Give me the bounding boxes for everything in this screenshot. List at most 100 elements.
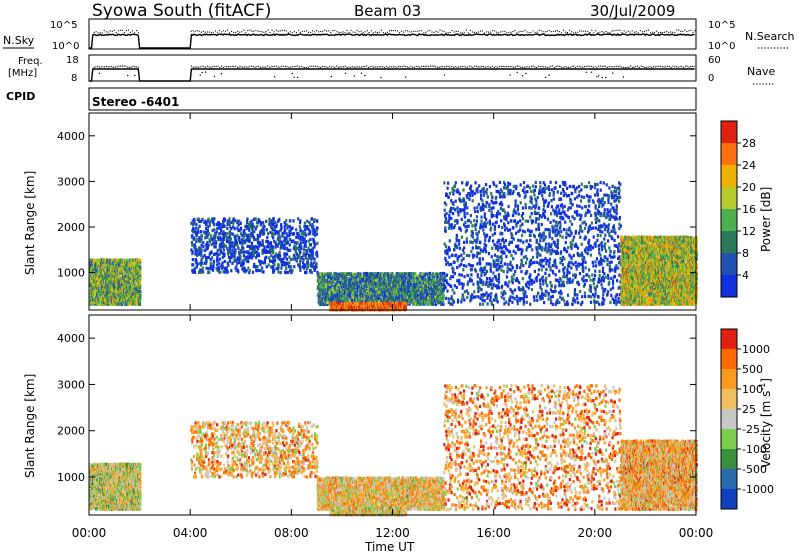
nsearch-point — [115, 31, 117, 34]
range-cell — [253, 225, 256, 229]
nsearch-point — [368, 31, 370, 34]
range-cell — [252, 252, 255, 256]
nave-point — [210, 66, 212, 68]
range-cell — [217, 221, 220, 225]
nave-point — [474, 65, 476, 67]
range-cell — [299, 228, 302, 232]
range-cell — [110, 277, 113, 281]
range-cell — [211, 238, 214, 242]
nave-point — [546, 66, 548, 68]
range-cell — [204, 261, 208, 265]
range-cell — [292, 232, 296, 236]
range-cell — [221, 265, 224, 269]
nsearch-point — [451, 29, 453, 32]
nsearch-point — [682, 30, 684, 33]
range-cell — [210, 267, 213, 271]
range-cell — [217, 223, 221, 227]
range-cell — [240, 238, 244, 242]
nsearch-point — [477, 31, 480, 33]
nave-point — [105, 65, 108, 67]
nave-point — [127, 66, 129, 68]
range-cell — [205, 230, 208, 234]
range-cell — [95, 300, 98, 304]
nsearch-point — [672, 31, 674, 33]
range-cell — [213, 223, 216, 227]
nsearch-point — [204, 31, 206, 33]
range-cell — [251, 234, 255, 238]
range-cell — [250, 241, 254, 245]
range-cell — [134, 280, 137, 284]
nave-point — [599, 65, 602, 67]
range-cell — [425, 298, 428, 302]
range-cell — [342, 297, 345, 301]
range-cell — [190, 241, 193, 245]
range-cell — [275, 223, 278, 227]
nsearch-point — [267, 29, 269, 31]
range-cell — [230, 256, 233, 260]
range-cell — [311, 256, 314, 260]
range-cell — [414, 285, 417, 289]
range-cell — [127, 300, 130, 304]
range-cell — [236, 261, 239, 265]
range-cell — [272, 250, 275, 254]
range-cell — [299, 219, 302, 223]
range-cell — [421, 272, 424, 276]
nsky-tick-top: 10^5 — [50, 20, 77, 31]
nave-point — [380, 76, 382, 79]
range-cell — [293, 265, 296, 269]
nave-point — [337, 66, 339, 69]
range-cell — [139, 265, 142, 269]
range-cell — [369, 272, 372, 276]
nave-point — [506, 65, 508, 68]
range-cell — [318, 281, 321, 285]
nave-point — [364, 66, 366, 68]
nsearch-point — [314, 31, 316, 33]
range-cell — [336, 295, 339, 299]
nave-point — [298, 66, 300, 68]
nsearch-point — [692, 31, 694, 33]
nsearch-point — [417, 30, 419, 32]
nsearch-point — [524, 29, 526, 31]
range-cell — [300, 245, 303, 249]
range-cell — [249, 221, 252, 225]
range-cell — [254, 265, 257, 269]
range-cell — [89, 302, 92, 306]
range-cell — [296, 246, 299, 250]
range-cell — [206, 245, 209, 249]
nsearch-point — [121, 29, 123, 31]
nave-point — [226, 66, 228, 68]
range-cell — [104, 297, 107, 301]
range-cell — [335, 272, 338, 276]
range-cell — [364, 281, 367, 285]
range-cell — [211, 256, 214, 260]
range-cell — [360, 297, 363, 301]
nave-point — [366, 65, 368, 67]
range-cell — [328, 298, 331, 302]
range-cell — [256, 265, 259, 269]
range-cell — [287, 248, 290, 253]
range-cell — [280, 259, 283, 264]
nsearch-point — [293, 30, 295, 32]
nave-point — [672, 65, 674, 67]
range-cell — [131, 276, 134, 280]
nave-point — [355, 66, 357, 68]
nsearch-point — [528, 32, 530, 34]
nsearch-point — [123, 31, 125, 34]
range-cell — [311, 250, 314, 254]
nsearch-point — [95, 31, 97, 33]
nsearch-point — [609, 32, 611, 34]
range-cell — [311, 223, 314, 227]
nsearch-point — [287, 32, 289, 34]
range-cell — [303, 221, 306, 225]
range-cell — [267, 245, 270, 249]
nsearch-point — [324, 29, 326, 31]
nave-point — [674, 66, 676, 68]
nsearch-point — [332, 30, 334, 32]
range-cell — [267, 239, 270, 244]
range-cell — [247, 266, 250, 270]
range-cell — [96, 260, 99, 264]
nave-point — [380, 66, 382, 68]
range-cell — [213, 245, 216, 249]
range-cell — [130, 300, 133, 305]
nave-point — [323, 66, 325, 68]
